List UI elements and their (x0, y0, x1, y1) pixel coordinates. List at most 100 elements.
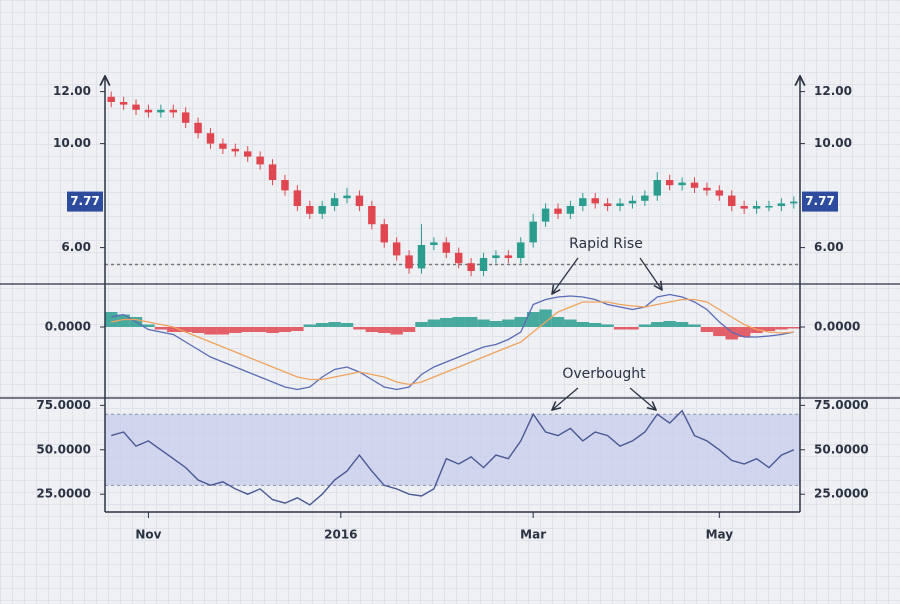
rsi-line (111, 409, 795, 506)
histogram-bar (390, 327, 403, 335)
candle-body (566, 206, 575, 214)
candle-body (541, 208, 550, 222)
candle-body (777, 203, 786, 206)
annotation: Rapid Rise (569, 236, 643, 252)
band (105, 414, 800, 486)
histogram-bar (688, 324, 701, 327)
candle-body (256, 156, 264, 165)
candle-body (343, 195, 351, 199)
histogram-bar (415, 322, 428, 327)
y-tick-label: 50.0000 (814, 442, 869, 456)
histogram-bar (675, 322, 689, 327)
histogram-bar (564, 319, 577, 327)
x-tick-label: May (706, 528, 734, 542)
histogram-bar (700, 327, 714, 332)
candle-body (380, 224, 388, 243)
histogram-bar (117, 314, 130, 327)
histogram-bar (266, 327, 279, 333)
candle-body (554, 208, 562, 214)
histogram-bar (737, 327, 751, 337)
histogram-bar (514, 317, 527, 327)
histogram-bar (787, 327, 800, 329)
annotation-arrow (629, 387, 656, 410)
histogram-bar (651, 322, 664, 327)
candle-body (330, 198, 339, 206)
y-tick-label: 75.0000 (814, 398, 869, 412)
candle-body (665, 180, 674, 186)
macd-line (111, 293, 794, 391)
candle-body (244, 151, 252, 157)
candle-body (603, 203, 612, 206)
candle-body (219, 143, 227, 149)
histogram-bar (452, 317, 465, 327)
candle-body (628, 200, 637, 204)
candle-body (368, 206, 376, 225)
y-tick-label: 75.0000 (36, 398, 91, 412)
candle-body (430, 242, 438, 245)
candle-body (579, 198, 587, 206)
y-tick-label: 25.0000 (814, 487, 869, 501)
price-label: 7.77 (70, 194, 100, 208)
candle-body (169, 109, 177, 113)
histogram-bar (315, 323, 329, 327)
histogram-bar (713, 327, 726, 336)
candle-body (454, 252, 463, 264)
candle-body (504, 255, 513, 258)
y-tick-label: 12.00 (814, 84, 852, 98)
x-tick-label: Mar (520, 528, 546, 542)
histogram-bar (762, 327, 776, 331)
histogram-bar (440, 318, 453, 327)
histogram-bar (191, 327, 205, 333)
candle-body (194, 122, 202, 134)
plot-layer: 6.00 6.00 10.00 10.00 12.00 12.00 7.77 7.77 0.00… (36, 84, 868, 541)
histogram-bar (179, 327, 192, 332)
candle-body (715, 190, 724, 196)
x-tick-label: Nov (135, 528, 161, 542)
macd-line (111, 298, 794, 386)
candle-body (467, 263, 475, 271)
histogram-bar (626, 327, 639, 330)
y-tick-label: 0.0000 (814, 320, 860, 334)
histogram-bar (204, 327, 217, 335)
candle-body (653, 180, 661, 196)
histogram-bar (340, 323, 354, 327)
y-tick-label: 25.0000 (36, 487, 91, 501)
histogram-bar (105, 312, 118, 327)
candle-body (392, 242, 401, 256)
candle-body (119, 102, 128, 105)
histogram-bar (464, 317, 478, 327)
histogram-bar (142, 324, 155, 327)
histogram-bar (365, 327, 379, 332)
histogram-bar (353, 327, 366, 330)
y-tick-label: 0.0000 (45, 320, 91, 334)
histogram-bar (303, 324, 316, 327)
histogram-bar (638, 324, 652, 327)
y-tick-label: 50.0000 (36, 442, 91, 456)
candle-body (678, 182, 686, 186)
histogram-bar (613, 327, 627, 330)
histogram-bar (576, 322, 590, 327)
candle-body (107, 96, 115, 102)
histogram-bar (427, 319, 441, 327)
histogram-bar (167, 327, 180, 332)
candle-body (144, 109, 153, 113)
candle-body (231, 148, 240, 152)
y-tick-label: 6.00 (61, 240, 91, 254)
annotation-arrow (552, 257, 579, 294)
histogram-bar (278, 327, 292, 332)
histogram-bar (291, 327, 304, 331)
candle-body (765, 206, 773, 208)
candle-body (281, 180, 289, 191)
annotation-arrow (552, 387, 579, 410)
candle-body (318, 206, 326, 214)
candle-body (157, 109, 165, 113)
histogram-bar (539, 309, 552, 327)
candle-body (268, 164, 277, 180)
y-tick-label: 10.00 (53, 136, 91, 150)
candle-body (181, 112, 190, 123)
candle-body (492, 255, 500, 258)
price-label: 7.77 (805, 194, 835, 208)
histogram-bar (328, 322, 341, 327)
